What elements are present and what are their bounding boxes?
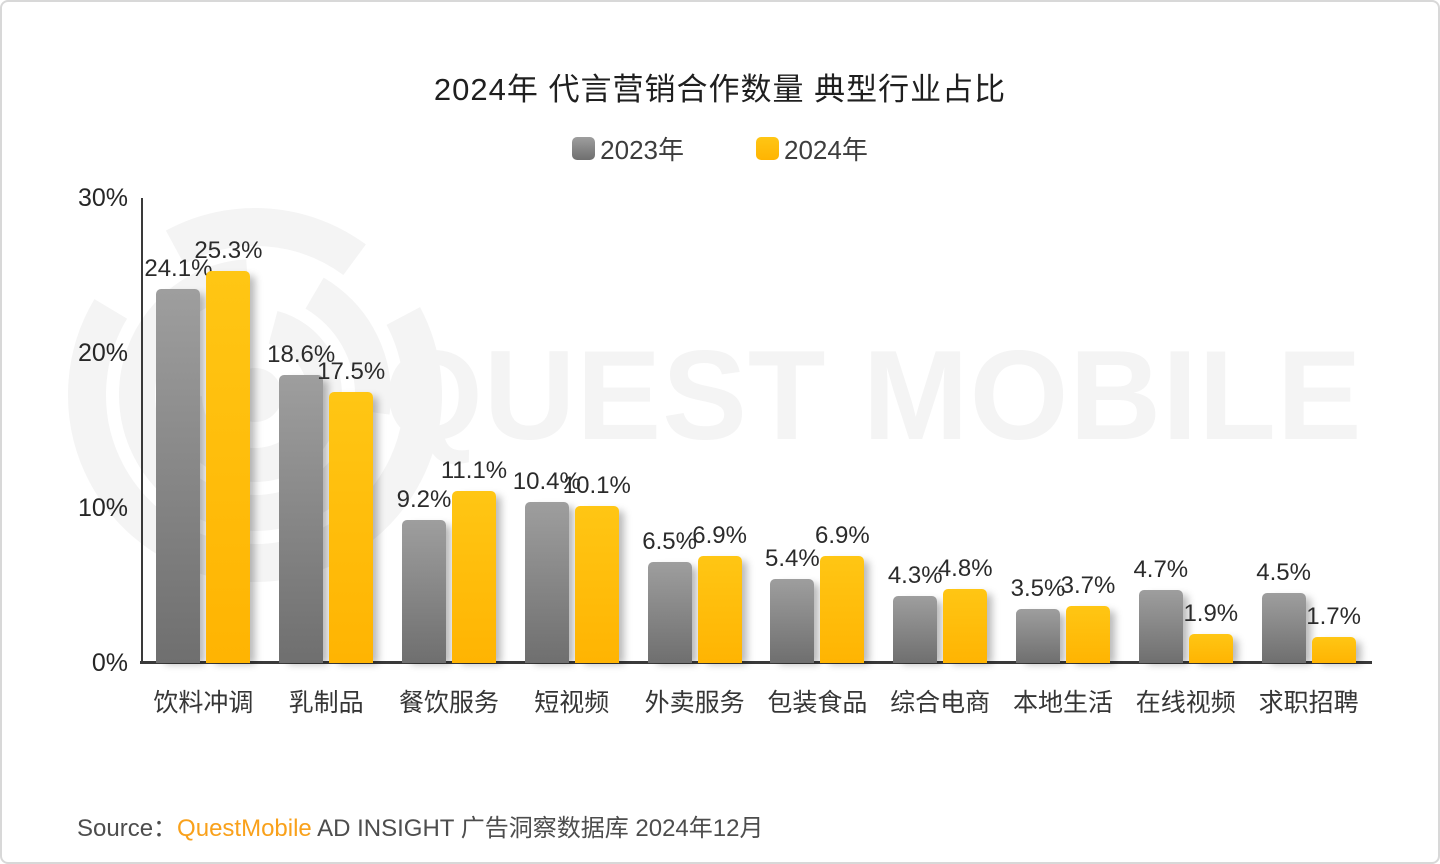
bar-2024年: [697, 556, 742, 663]
bar-2023年: [402, 520, 446, 663]
value-label-2023年: 4.3%: [887, 562, 943, 590]
value-label-2023年: 6.5%: [642, 528, 697, 556]
source-rest: AD INSIGHT 广告洞察数据库 2024年12月: [311, 815, 764, 842]
value-label-2023年: 18.6%: [267, 340, 336, 368]
value-label-2024年: 1.7%: [1306, 602, 1361, 630]
x-axis-line: [140, 661, 1372, 664]
value-label-2024年: 3.7%: [1060, 571, 1116, 599]
legend-item-2023: 2023年: [572, 130, 684, 167]
value-label-2024年: 4.8%: [937, 554, 993, 582]
bar-2023年: [647, 562, 692, 663]
bar-2024年: [820, 556, 865, 663]
y-axis-line: [141, 198, 143, 664]
category-label: 外卖服务: [644, 689, 745, 717]
source-brand: QuestMobile: [177, 815, 312, 842]
bar-2023年: [1261, 593, 1306, 663]
value-label-2024年: 1.9%: [1183, 599, 1239, 627]
category-label: 包装食品: [767, 689, 868, 717]
legend-swatch-2023-icon: [572, 137, 596, 160]
bar-2024年: [329, 391, 374, 663]
value-label-2023年: 24.1%: [144, 255, 213, 283]
value-label-2023年: 4.7%: [1133, 556, 1189, 584]
source-label: Source：: [77, 815, 178, 842]
value-label-2023年: 4.5%: [1256, 559, 1311, 587]
bar-2023年: [770, 579, 815, 663]
y-tick-label: 20%: [77, 339, 128, 367]
category-label: 求职招聘: [1258, 689, 1359, 717]
category-label: 综合电商: [890, 689, 991, 717]
category-label: 餐饮服务: [398, 689, 499, 717]
y-tick-label: 0%: [91, 649, 128, 677]
bar-2024年: [1066, 605, 1110, 663]
legend-label-2023: 2023年: [600, 135, 684, 165]
questmobile-text-watermark: QUEST MOBILE: [384, 324, 1363, 466]
value-label-2024年: 10.1%: [562, 472, 631, 500]
category-label: 在线视频: [1135, 689, 1236, 717]
bar-2023年: [156, 289, 201, 663]
value-label-2024年: 17.5%: [317, 357, 386, 385]
value-label-2023年: 5.4%: [765, 545, 820, 573]
value-label-2024年: 6.9%: [815, 522, 870, 550]
category-label: 饮料冲调: [153, 689, 254, 717]
category-label: 乳制品: [288, 689, 364, 717]
bar-2023年: [279, 374, 324, 663]
legend-item-2024: 2024年: [756, 130, 868, 167]
category-label: 短视频: [534, 689, 610, 717]
value-label-2023年: 10.4%: [512, 467, 581, 495]
value-label-2023年: 3.5%: [1010, 574, 1066, 602]
bar-2023年: [524, 501, 569, 663]
bar-2023年: [1016, 608, 1060, 663]
chart-title: 2024年 代言营销合作数量 典型行业占比: [433, 72, 1007, 107]
bar-2024年: [1188, 633, 1233, 663]
bar-2024年: [452, 490, 496, 663]
chart-legend: 2023年 2024年: [2, 130, 1438, 167]
bar-2023年: [1138, 590, 1183, 663]
bar-2023年: [893, 596, 938, 663]
value-label-2023年: 9.2%: [396, 486, 452, 514]
bar-2024年: [1311, 636, 1356, 663]
bar-2024年: [574, 506, 619, 663]
legend-label-2024: 2024年: [784, 135, 868, 165]
source-line: Source：QuestMobile AD INSIGHT 广告洞察数据库 20…: [77, 814, 763, 844]
bar-2024年: [206, 270, 251, 663]
value-label-2024年: 6.9%: [692, 522, 747, 550]
value-label-2024年: 11.1%: [440, 456, 508, 484]
bar-2024年: [943, 588, 988, 663]
y-tick-label: 30%: [77, 184, 128, 212]
legend-swatch-2024-icon: [756, 137, 779, 160]
value-label-2024年: 25.3%: [194, 236, 263, 264]
y-tick-label: 10%: [77, 494, 128, 522]
category-label: 本地生活: [1012, 689, 1113, 717]
